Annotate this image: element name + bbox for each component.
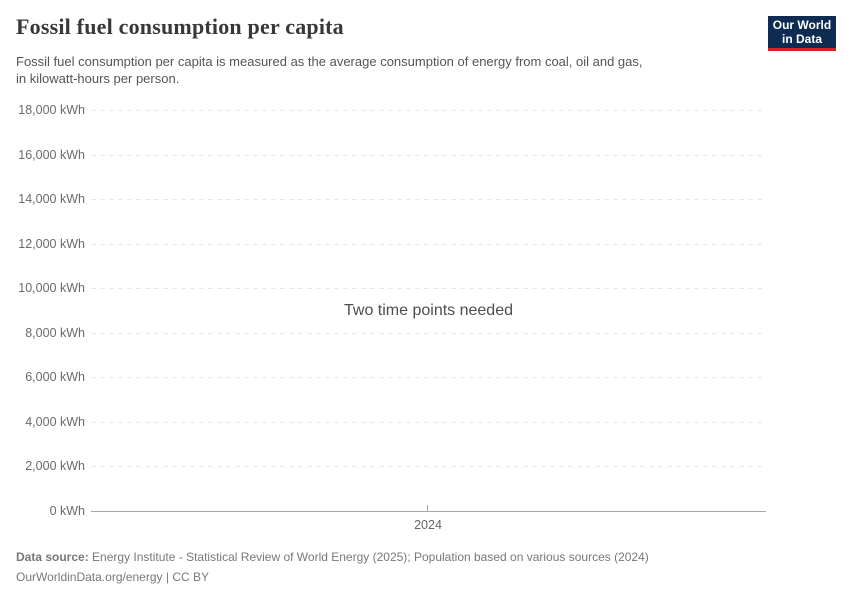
y-gridline (91, 288, 766, 289)
owid-logo-line2: in Data (781, 32, 822, 46)
y-axis-tick-label: 4,000 kWh (25, 414, 85, 429)
y-gridline (91, 244, 766, 245)
x-axis-tick (427, 505, 428, 511)
y-gridline (91, 155, 766, 156)
y-axis-tick-label: 10,000 kWh (18, 281, 85, 295)
y-gridline (91, 377, 766, 378)
footer-separator: | (165, 570, 169, 584)
owid-logo-line1: Our World (772, 18, 832, 32)
chart-title: Fossil fuel consumption per capita (16, 14, 344, 39)
y-gridline (91, 333, 766, 334)
datasource-label: Data source: (16, 550, 89, 564)
y-gridline (91, 199, 766, 200)
y-axis-tick-label: 6,000 kWh (25, 370, 85, 384)
chart-subtitle-line1: Fossil fuel consumption per capita is me… (16, 54, 643, 69)
owid-logo[interactable]: Our World in Data (768, 16, 836, 51)
y-axis-tick-label: 18,000 kWh (18, 103, 85, 117)
datasource-text: Energy Institute - Statistical Review of… (92, 550, 649, 564)
chart-footer: Data source: Energy Institute - Statisti… (16, 547, 649, 587)
chart-subtitle-line2: in kilowatt-hours per person. (16, 71, 180, 86)
footer-license-line: OurWorldinData.org/energy | CC BY (16, 567, 649, 587)
chart-subtitle: Fossil fuel consumption per capita is me… (16, 53, 643, 87)
y-axis-tick-label: 14,000 kWh (18, 192, 85, 206)
x-axis-tick-label: 2024 (414, 518, 442, 532)
y-axis-tick-label: 0 kWh (49, 503, 85, 518)
license-text: CC BY (172, 570, 210, 584)
y-axis-tick-label: 8,000 kWh (25, 325, 85, 340)
owid-url-link[interactable]: OurWorldinData.org/energy (16, 570, 163, 584)
empty-state-message: Two time points needed (344, 302, 513, 319)
x-axis-line (91, 511, 766, 512)
y-gridline (91, 422, 766, 423)
y-gridline (91, 110, 766, 111)
footer-datasource-line: Data source: Energy Institute - Statisti… (16, 547, 649, 567)
y-axis-tick-label: 12,000 kWh (18, 236, 85, 251)
y-gridline (91, 466, 766, 467)
y-axis-tick-label: 16,000 kWh (18, 147, 85, 162)
y-axis-tick-label: 2,000 kWh (25, 459, 85, 473)
